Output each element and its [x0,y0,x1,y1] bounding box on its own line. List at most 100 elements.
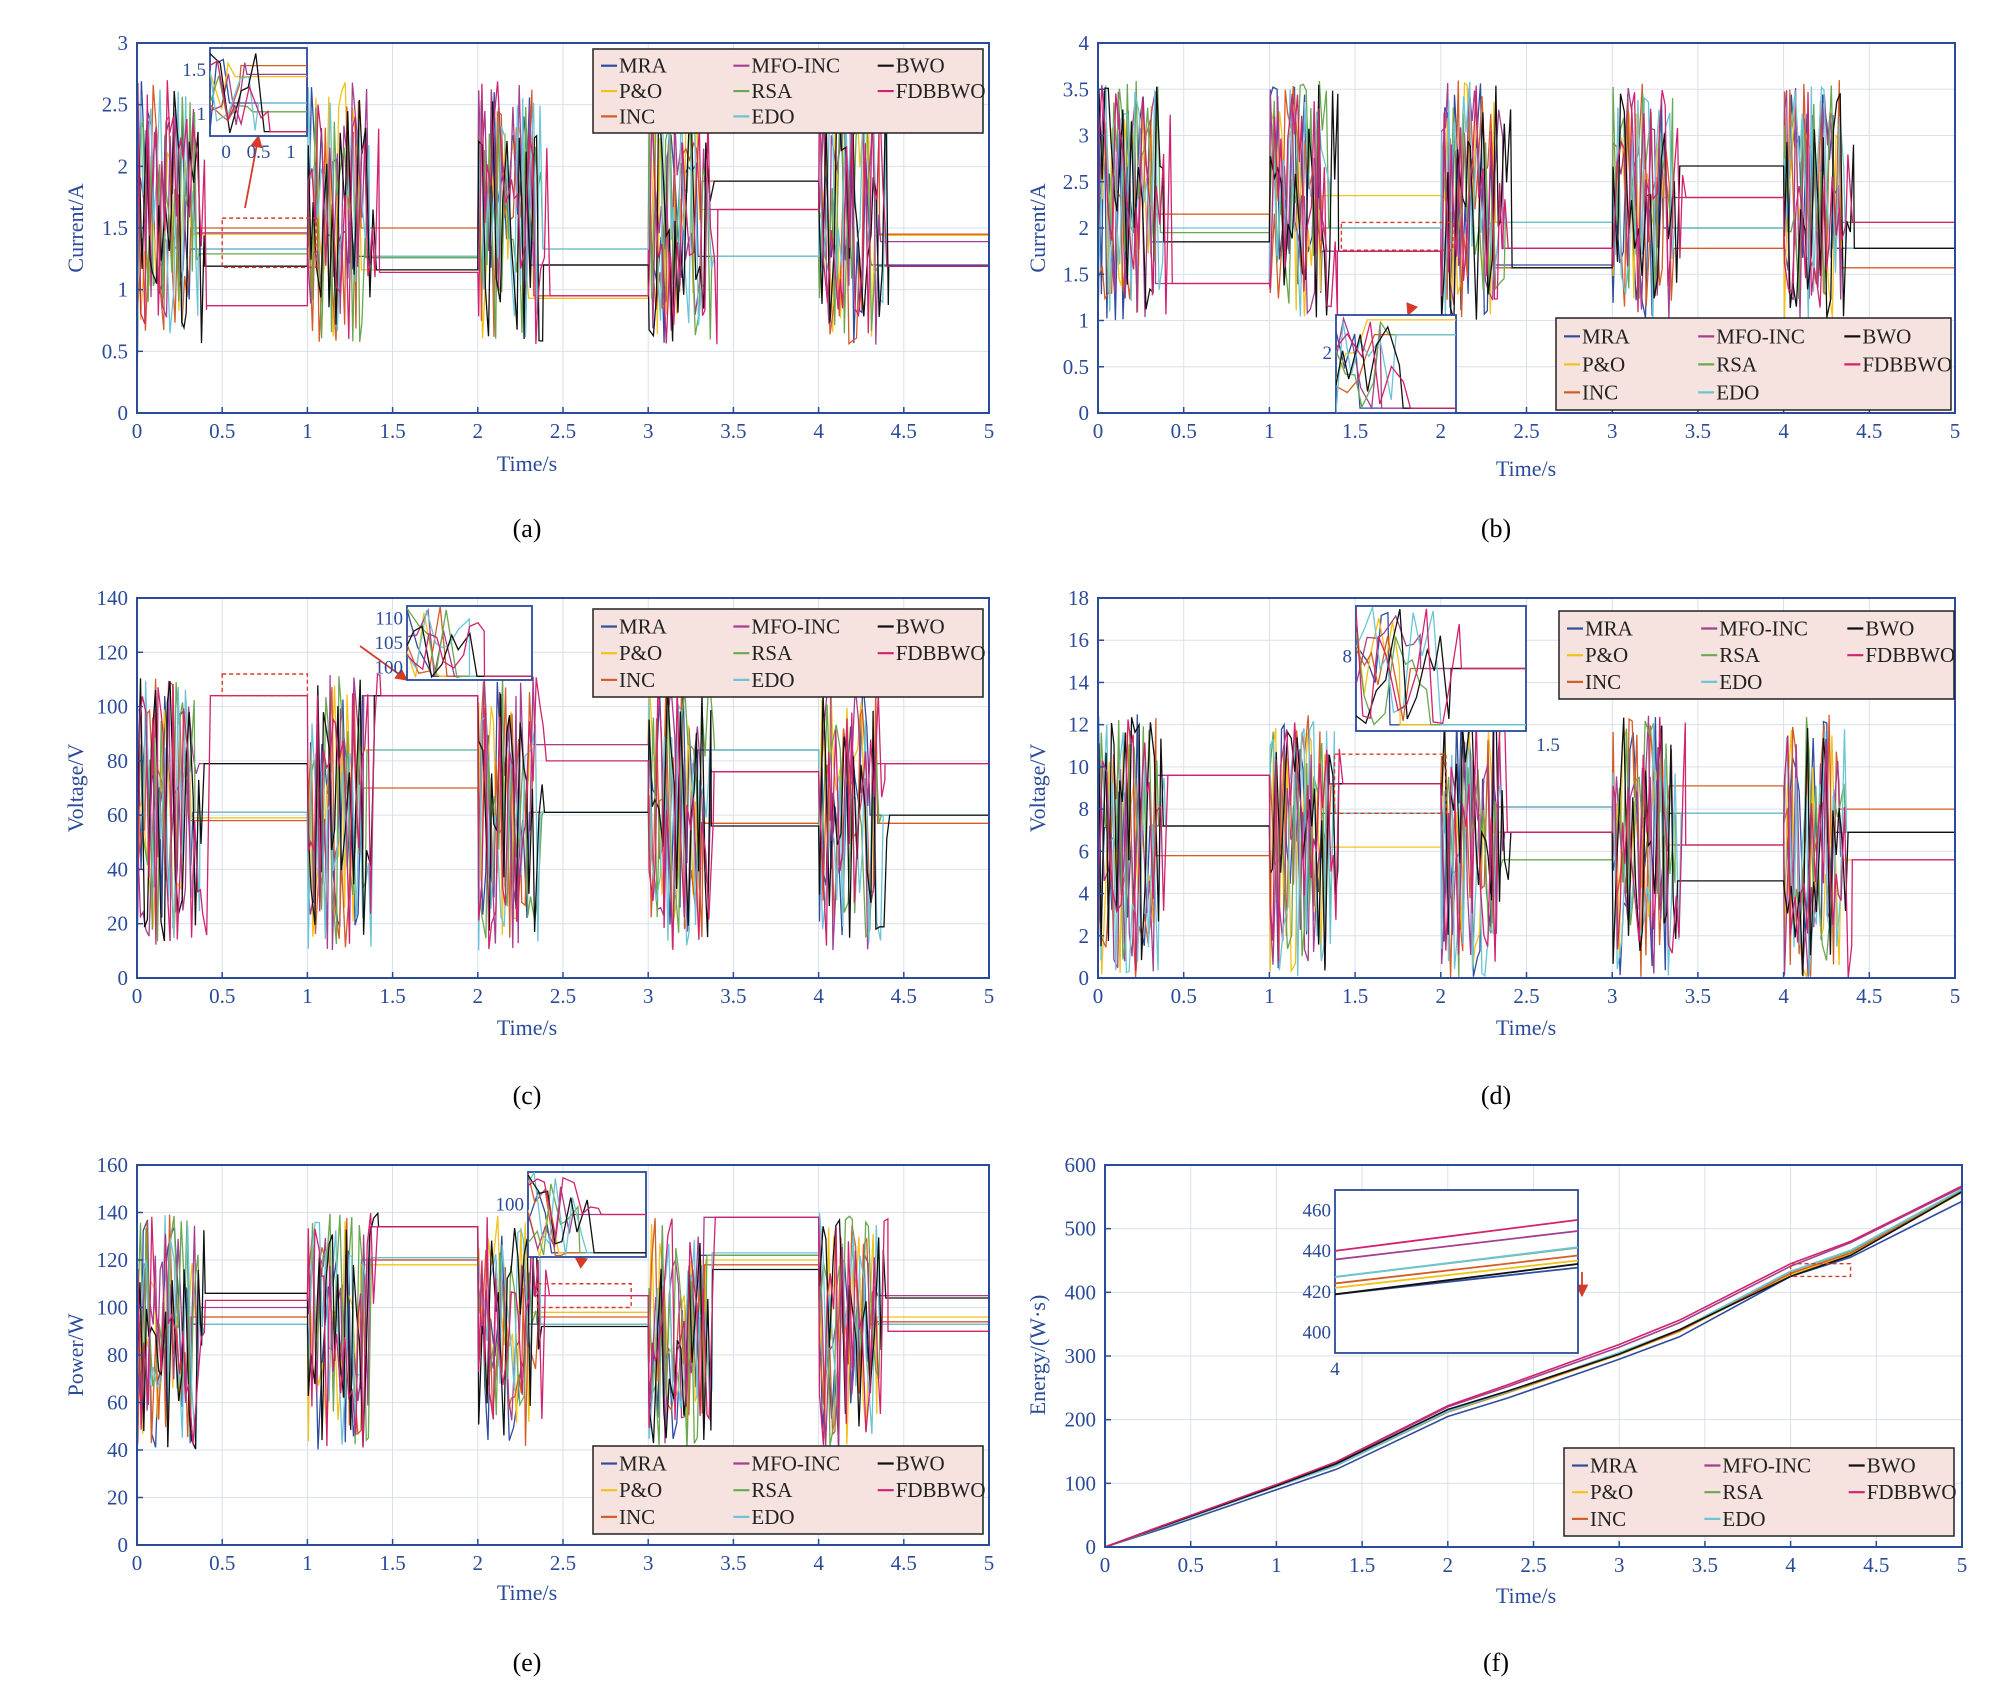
inset-series-line-INC [1356,636,1526,722]
y-tick-label: 0 [118,401,129,425]
x-axis-label: Time/s [497,1580,557,1605]
y-tick-label: 2.5 [102,93,128,117]
x-tick-label: 3 [643,984,654,1008]
inset-x-tick-label: 1.5 [1536,735,1560,756]
zoom-source-box [221,673,309,697]
inset-x-tick-label: 1 [286,142,296,163]
y-tick-label: 4 [1079,882,1090,906]
x-tick-label: 1 [302,1551,313,1575]
x-tick-label: 3.5 [720,419,746,443]
inset-y-tick-label: 8 [1343,646,1353,667]
legend-label-P&O: P&O [619,1478,662,1502]
x-tick-label: 4.5 [1863,1553,1889,1577]
y-tick-label: 500 [1065,1217,1097,1241]
legend-label-MRA: MRA [619,54,668,78]
x-tick-label: 3.5 [1692,1553,1718,1577]
series-line-BWO [137,678,989,951]
legend-label-INC: INC [1585,670,1621,694]
zoom-source-box [536,1283,632,1309]
x-tick-label: 5 [1950,984,1961,1008]
series-line-FDBBWO [1098,716,1955,978]
y-tick-label: 8 [1079,797,1090,821]
y-tick-label: 100 [97,695,129,719]
inset-series-line-MFO-INC [528,1186,646,1252]
inset-series-line-EDO [210,70,307,131]
series-line-BWO [137,1211,989,1451]
x-tick-label: 4.5 [891,984,917,1008]
y-tick-label: 60 [107,803,128,827]
inset-b: 2 [1323,314,1457,414]
series-group-d [1098,714,1955,978]
inset-y-tick-label: 105 [375,633,404,654]
x-tick-label: 0 [132,984,143,1008]
legend-label-FDBBWO: FDBBWO [896,641,986,665]
legend-label-RSA: RSA [1722,1480,1764,1504]
series-line-BWO [1105,1191,1962,1547]
x-tick-label: 3.5 [720,984,746,1008]
y-axis-label: Voltage/V [63,743,88,832]
series-line-FDBBWO [137,673,989,951]
x-tick-label: 1 [302,984,313,1008]
y-axis-label: Energy/(W·s) [1025,1295,1050,1416]
x-tick-label: 4 [1778,419,1789,443]
inset-series-line-INC [1336,333,1456,394]
inset-series-line-FDBBWO [1336,321,1456,409]
legend-label-BWO: BWO [1862,324,1911,348]
legend-b: MRA P&O INC MFO-INC RSA EDO BWO FDBBWO [1555,317,1952,411]
inset-series-line-MFO-INC [1335,1230,1578,1261]
series-line-MFO-INC [1098,715,1955,978]
x-tick-label: 3 [643,1551,654,1575]
inset-series-line-MRA [1356,611,1526,726]
x-tick-label: 0.5 [209,419,235,443]
inset-series-line-FDBBWO [528,1176,646,1239]
panel-caption: (c) [513,1081,542,1110]
x-tick-label: 1.5 [1349,1553,1375,1577]
x-tick-label: 5 [1950,419,1961,443]
legend-label-MRA: MRA [1590,1454,1639,1478]
series-line-MFO-INC [137,1216,989,1451]
inset-series-line-BWO [1335,1263,1578,1296]
legend-label-RSA: RSA [751,641,793,665]
x-tick-label: 3 [1607,984,1618,1008]
inset-series-line-RSA [1336,320,1456,409]
x-tick-label: 2.5 [550,984,576,1008]
legend-label-EDO: EDO [1719,670,1762,694]
x-axis-label: Time/s [1496,1015,1556,1040]
panel-caption: (b) [1481,514,1511,543]
x-tick-label: 2 [1436,419,1447,443]
inset-series-line-EDO [1336,321,1456,413]
x-tick-label: 1 [1264,984,1275,1008]
inset-series [528,1172,646,1257]
y-tick-label: 6 [1079,839,1090,863]
y-tick-label: 3 [1079,124,1090,148]
legend-label-MFO-INC: MFO-INC [751,1452,840,1476]
legend-label-MRA: MRA [619,1452,668,1476]
legend-label-FDBBWO: FDBBWO [1865,643,1955,667]
inset-y-tick-label: 100 [375,658,404,679]
y-axis-label: Power/W [63,1313,88,1396]
legend-label-INC: INC [619,1505,655,1529]
legend-label-MFO-INC: MFO-INC [751,615,840,639]
x-tick-label: 3 [1607,419,1618,443]
y-axis-label: Current/A [63,183,88,272]
zoom-source-box [1333,753,1447,815]
series-group-e [137,1211,989,1451]
inset-f: 400 420 440 460 4 [1303,1189,1579,1380]
y-tick-label: 40 [107,1438,128,1462]
legend-box [1555,317,1952,411]
legend-label-FDBBWO: FDBBWO [1867,1480,1957,1504]
x-tick-label: 0 [1093,984,1104,1008]
legend-box [592,48,984,134]
x-tick-label: 5 [984,419,995,443]
legend-label-RSA: RSA [751,79,793,103]
legend-label-MFO-INC: MFO-INC [751,54,840,78]
panel-f: 0 0.5 1 1.5 2 2.5 3 3.5 4 4.5 5 0 100 200 300 400 500 600… [1025,1153,1967,1677]
legend-label-P&O: P&O [1590,1480,1633,1504]
y-tick-label: 0 [1079,401,1090,425]
inset-y-tick-label: 2 [1323,343,1333,364]
inset-y-tick-label: 440 [1303,1241,1332,1262]
y-tick-label: 2 [1079,924,1090,948]
series-group-c [137,673,989,951]
y-tick-label: 80 [107,1343,128,1367]
